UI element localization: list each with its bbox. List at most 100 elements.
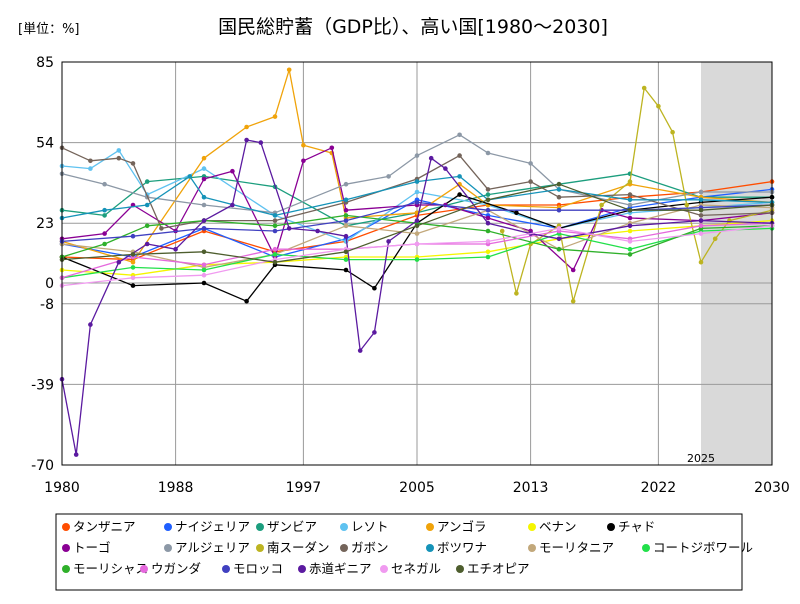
data-point — [570, 298, 576, 304]
data-point — [528, 161, 533, 166]
legend-label: コートジボワール — [653, 540, 753, 555]
data-point — [627, 215, 633, 221]
data-point — [698, 259, 704, 265]
data-point — [457, 174, 462, 179]
data-point — [443, 166, 448, 171]
data-point — [343, 218, 349, 223]
data-point — [102, 213, 107, 218]
y-tick-label: -39 — [31, 377, 54, 393]
data-point — [627, 223, 633, 229]
data-point — [144, 179, 150, 184]
data-point — [343, 267, 349, 273]
data-point — [116, 259, 122, 265]
data-point — [414, 189, 420, 195]
data-point — [130, 252, 136, 257]
legend-swatch — [456, 565, 464, 573]
data-point — [230, 168, 235, 174]
data-point — [130, 275, 136, 281]
y-tick-label: -8 — [40, 297, 54, 313]
data-point — [301, 142, 306, 148]
data-point — [485, 239, 491, 244]
x-tick-label: 1988 — [158, 480, 194, 496]
data-point — [457, 132, 462, 138]
data-point — [570, 267, 576, 273]
data-point — [130, 265, 136, 270]
data-point — [556, 226, 562, 231]
data-point — [201, 176, 207, 182]
chart-title: 国民総貯蓄（GDP比）、高い国[1980〜2030] — [218, 16, 608, 38]
data-point — [272, 114, 278, 119]
data-point — [556, 194, 562, 200]
data-point — [73, 452, 79, 457]
data-point — [428, 155, 434, 161]
data-point — [414, 218, 420, 223]
series-line-11 — [61, 175, 773, 219]
data-point — [343, 213, 349, 218]
data-point — [698, 213, 704, 218]
series-line-14 — [61, 214, 773, 258]
data-point — [414, 241, 420, 247]
data-point — [698, 197, 704, 203]
legend-label: モーリシャス — [73, 561, 148, 576]
data-point — [272, 259, 278, 265]
y-tick-label: 54 — [36, 136, 54, 152]
data-point — [286, 67, 292, 73]
data-point — [301, 158, 306, 164]
legend-swatch — [222, 565, 230, 573]
data-point — [329, 145, 335, 151]
legend-swatch — [140, 565, 148, 573]
data-point — [684, 202, 690, 208]
legend-swatch — [528, 523, 536, 531]
legend-swatch — [340, 544, 348, 552]
data-point — [414, 200, 420, 205]
plot-area: 85 54 23 0 -8 -39 -70 1980 1988 1997 2005 2013 2022 2… — [31, 55, 790, 496]
data-point — [698, 207, 704, 213]
data-point — [201, 262, 207, 268]
x-tick-label: 2022 — [641, 480, 677, 496]
data-point — [656, 103, 661, 109]
legend-label: ウガンダ — [151, 561, 201, 576]
y-tick-label: 0 — [45, 276, 54, 292]
data-point — [556, 181, 562, 187]
legend-swatch — [62, 565, 70, 573]
data-point — [485, 215, 491, 221]
data-point — [485, 187, 491, 192]
data-point — [102, 241, 107, 247]
legend-label: モーリタニア — [539, 540, 614, 555]
data-point — [343, 207, 349, 213]
legend-swatch — [426, 523, 434, 531]
data-point — [201, 194, 207, 200]
data-point — [201, 226, 207, 231]
data-point — [272, 223, 278, 229]
y-tick-label: 85 — [36, 55, 54, 71]
data-point — [372, 285, 377, 291]
data-point — [414, 153, 420, 158]
data-point — [144, 223, 150, 229]
data-point — [315, 228, 320, 234]
data-point — [514, 291, 519, 296]
data-point — [201, 155, 207, 161]
data-point — [272, 218, 278, 223]
data-point — [627, 192, 633, 197]
data-point — [485, 197, 491, 203]
data-point — [414, 257, 420, 262]
data-point — [627, 252, 633, 257]
data-point — [272, 213, 278, 218]
forecast-year-label: 2025 — [687, 452, 715, 465]
data-point — [414, 231, 420, 236]
data-point — [485, 150, 491, 156]
data-point — [556, 236, 562, 242]
data-point — [386, 239, 391, 244]
data-point — [144, 241, 150, 247]
data-point — [698, 223, 704, 229]
legend-swatch — [164, 523, 172, 531]
x-tick-label: 2013 — [513, 480, 549, 496]
legend-swatch — [380, 565, 388, 573]
data-point — [457, 153, 462, 158]
legend-swatch — [426, 544, 434, 552]
legend-swatch — [256, 523, 264, 531]
data-point — [130, 283, 136, 288]
x-tick-label: 1980 — [44, 480, 80, 496]
